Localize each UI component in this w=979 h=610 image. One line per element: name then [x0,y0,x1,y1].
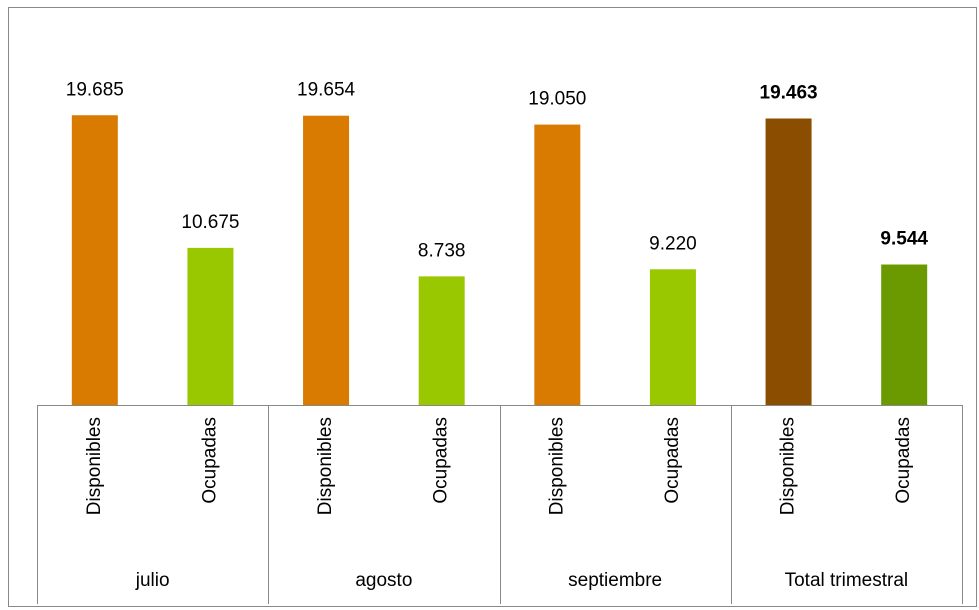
chart-border [8,7,977,607]
bar [534,124,581,406]
value-label: 10.675 [181,212,239,233]
bar [765,118,812,405]
group-label: julio [135,570,170,591]
bar [71,115,118,405]
bar [649,269,696,405]
group-label: septiembre [568,570,662,591]
x-tick-label: Disponibles [84,417,105,515]
value-label: 19.050 [528,89,586,110]
group-label: Total trimestral [785,570,909,591]
group-label: agosto [355,570,412,591]
bar [418,276,465,405]
value-label: 9.544 [880,229,928,250]
bar [303,115,350,406]
bar [881,264,928,405]
x-tick-label: Ocupadas [199,417,220,504]
x-tick-label: Ocupadas [431,417,452,504]
x-tick-label: Disponibles [546,417,567,515]
bar [187,247,234,405]
value-label: 19.685 [66,79,124,100]
x-tick-label: Ocupadas [662,417,683,504]
x-tick-label: Disponibles [315,417,336,515]
x-tick-label: Disponibles [778,417,799,515]
x-tick-label: Ocupadas [893,417,914,504]
value-label: 9.220 [649,233,697,254]
value-label: 19.463 [760,83,818,104]
value-label: 19.654 [297,80,356,101]
value-label: 8.738 [418,240,466,261]
